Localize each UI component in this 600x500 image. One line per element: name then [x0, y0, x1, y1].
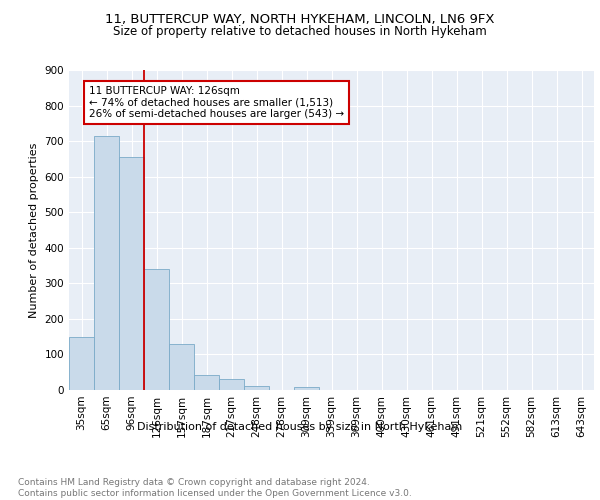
- Text: 11 BUTTERCUP WAY: 126sqm
← 74% of detached houses are smaller (1,513)
26% of sem: 11 BUTTERCUP WAY: 126sqm ← 74% of detach…: [89, 86, 344, 119]
- Bar: [294, 387, 319, 390]
- Text: 11, BUTTERCUP WAY, NORTH HYKEHAM, LINCOLN, LN6 9FX: 11, BUTTERCUP WAY, NORTH HYKEHAM, LINCOL…: [105, 12, 495, 26]
- Bar: [169, 344, 194, 390]
- Bar: [244, 386, 269, 390]
- Text: Contains HM Land Registry data © Crown copyright and database right 2024.
Contai: Contains HM Land Registry data © Crown c…: [18, 478, 412, 498]
- Bar: [194, 375, 219, 390]
- Text: Size of property relative to detached houses in North Hykeham: Size of property relative to detached ho…: [113, 25, 487, 38]
- Bar: [69, 336, 94, 390]
- Bar: [119, 157, 144, 390]
- Bar: [144, 269, 169, 390]
- Bar: [94, 136, 119, 390]
- Y-axis label: Number of detached properties: Number of detached properties: [29, 142, 39, 318]
- Bar: [219, 380, 244, 390]
- Text: Distribution of detached houses by size in North Hykeham: Distribution of detached houses by size …: [137, 422, 463, 432]
